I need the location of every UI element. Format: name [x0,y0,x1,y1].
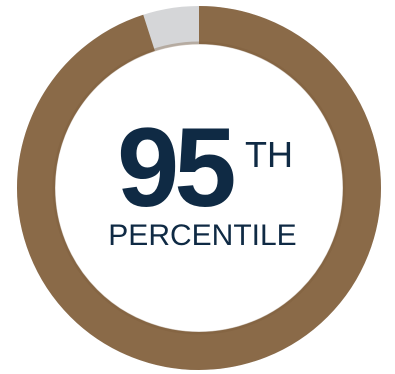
percentile-value: 95 [117,105,237,230]
ring-inner-shadow [52,41,346,335]
ring-progress-fill [17,6,381,370]
percentile-ordinal-suffix: TH [245,134,293,175]
percentile-caption: PERCENTILE [108,219,297,252]
